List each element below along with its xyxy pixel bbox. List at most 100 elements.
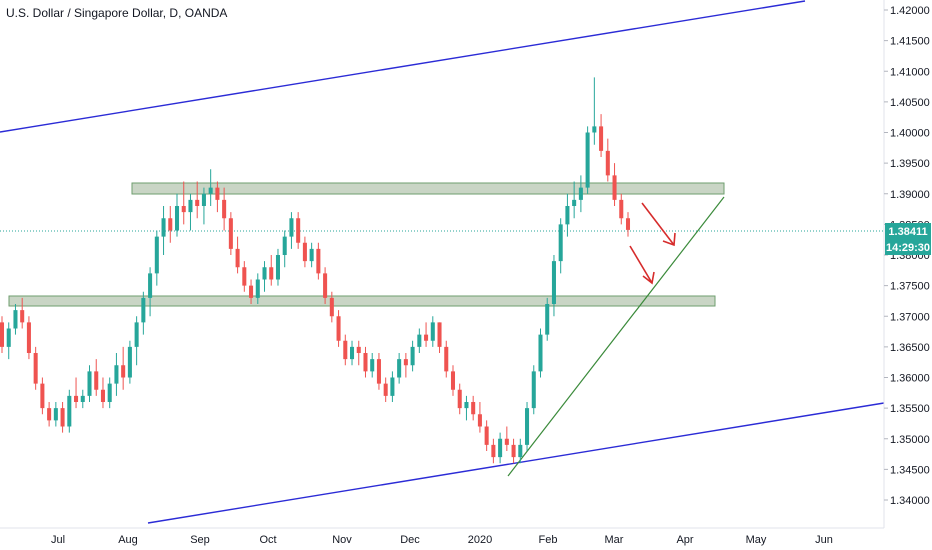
candle-body <box>121 365 126 378</box>
candle-body <box>148 273 153 298</box>
candle <box>592 77 597 145</box>
candle <box>343 334 348 366</box>
candle <box>228 212 233 255</box>
candle <box>417 328 422 353</box>
candle <box>94 359 99 396</box>
candle <box>336 310 341 347</box>
x-tick-label: Jun <box>815 534 833 546</box>
candle <box>208 169 213 206</box>
candle-body <box>242 267 247 286</box>
candle <box>363 346 368 378</box>
candle-body <box>208 187 213 194</box>
x-tick-label: Mar <box>605 534 624 546</box>
candle-body <box>599 126 604 151</box>
candle-body <box>249 285 254 298</box>
candle <box>525 402 530 451</box>
candle-body <box>282 236 287 255</box>
candle <box>289 212 294 249</box>
candle <box>605 138 610 182</box>
candle-body <box>531 371 536 409</box>
last-price-tag: 1.38411 <box>885 223 931 239</box>
support-zone[interactable] <box>8 295 716 307</box>
candle <box>491 438 496 464</box>
candle <box>437 322 442 353</box>
candle <box>154 230 159 286</box>
candle-body <box>471 402 476 415</box>
candle-body <box>262 267 267 280</box>
candle-body <box>26 322 31 353</box>
candle-body <box>302 242 307 262</box>
candle-body <box>484 426 489 445</box>
candle <box>545 297 550 341</box>
candle <box>518 438 523 464</box>
candle-body <box>498 438 503 458</box>
candle-body <box>195 199 200 206</box>
x-tick-label: Jul <box>51 534 65 546</box>
candle <box>376 353 381 390</box>
candle <box>370 353 375 378</box>
candle-body <box>336 316 341 341</box>
candle <box>6 322 11 360</box>
candle <box>558 218 563 274</box>
candle-body <box>619 199 624 219</box>
last-price-label: 1.38411 <box>888 226 927 238</box>
y-tick-label: 1.42000 <box>890 5 930 17</box>
candle <box>127 340 132 384</box>
candle <box>430 316 435 347</box>
candle <box>450 365 456 396</box>
candle-body <box>518 444 523 458</box>
candle-body <box>424 334 429 341</box>
x-tick-label: Dec <box>400 534 420 546</box>
candle <box>80 389 85 409</box>
x-tick-label: Nov <box>332 534 352 546</box>
candle-body <box>94 371 99 390</box>
x-tick-label: 2020 <box>468 534 492 546</box>
candle <box>168 206 173 243</box>
candle <box>612 163 617 206</box>
candle-body <box>188 199 193 213</box>
candle-body <box>80 395 85 402</box>
upper-channel-line[interactable] <box>0 0 806 133</box>
candle <box>195 181 200 219</box>
x-tick-label: Sep <box>190 534 210 546</box>
candle <box>511 438 516 464</box>
candle <box>121 346 126 390</box>
candle <box>161 206 166 255</box>
candle <box>262 261 267 292</box>
candle-body <box>60 408 65 427</box>
rising-trendline[interactable] <box>507 196 725 477</box>
candle-body <box>181 206 186 213</box>
candle-body <box>343 340 348 360</box>
candle-body <box>612 175 617 200</box>
candle <box>249 279 254 304</box>
candle-body <box>323 273 328 298</box>
candle-body <box>572 199 577 206</box>
candle <box>350 340 355 366</box>
y-tick-label: 1.35500 <box>890 403 930 415</box>
candle <box>323 267 328 304</box>
lower-channel-line[interactable] <box>147 402 885 524</box>
y-tick-label: 1.34000 <box>890 495 930 507</box>
candle-body <box>6 328 11 347</box>
y-tick-label: 1.36500 <box>890 342 930 354</box>
candle-body <box>154 236 159 274</box>
candle <box>397 353 402 384</box>
candle-body <box>565 206 570 225</box>
candle-body <box>383 383 388 396</box>
candle <box>329 291 334 323</box>
candle <box>309 242 314 268</box>
candle <box>619 193 624 225</box>
x-tick-label: May <box>746 534 767 546</box>
candle-body <box>545 304 550 335</box>
x-tick-label: Aug <box>118 534 138 546</box>
candle-body <box>255 279 260 298</box>
candle <box>60 402 65 433</box>
countdown-tag: 14:29:30 <box>885 239 931 255</box>
y-tick-label: 1.37000 <box>890 311 930 323</box>
candle <box>74 377 79 409</box>
resistance-zone[interactable] <box>131 182 725 195</box>
y-tick-label: 1.41500 <box>890 36 930 48</box>
candle <box>383 377 388 402</box>
